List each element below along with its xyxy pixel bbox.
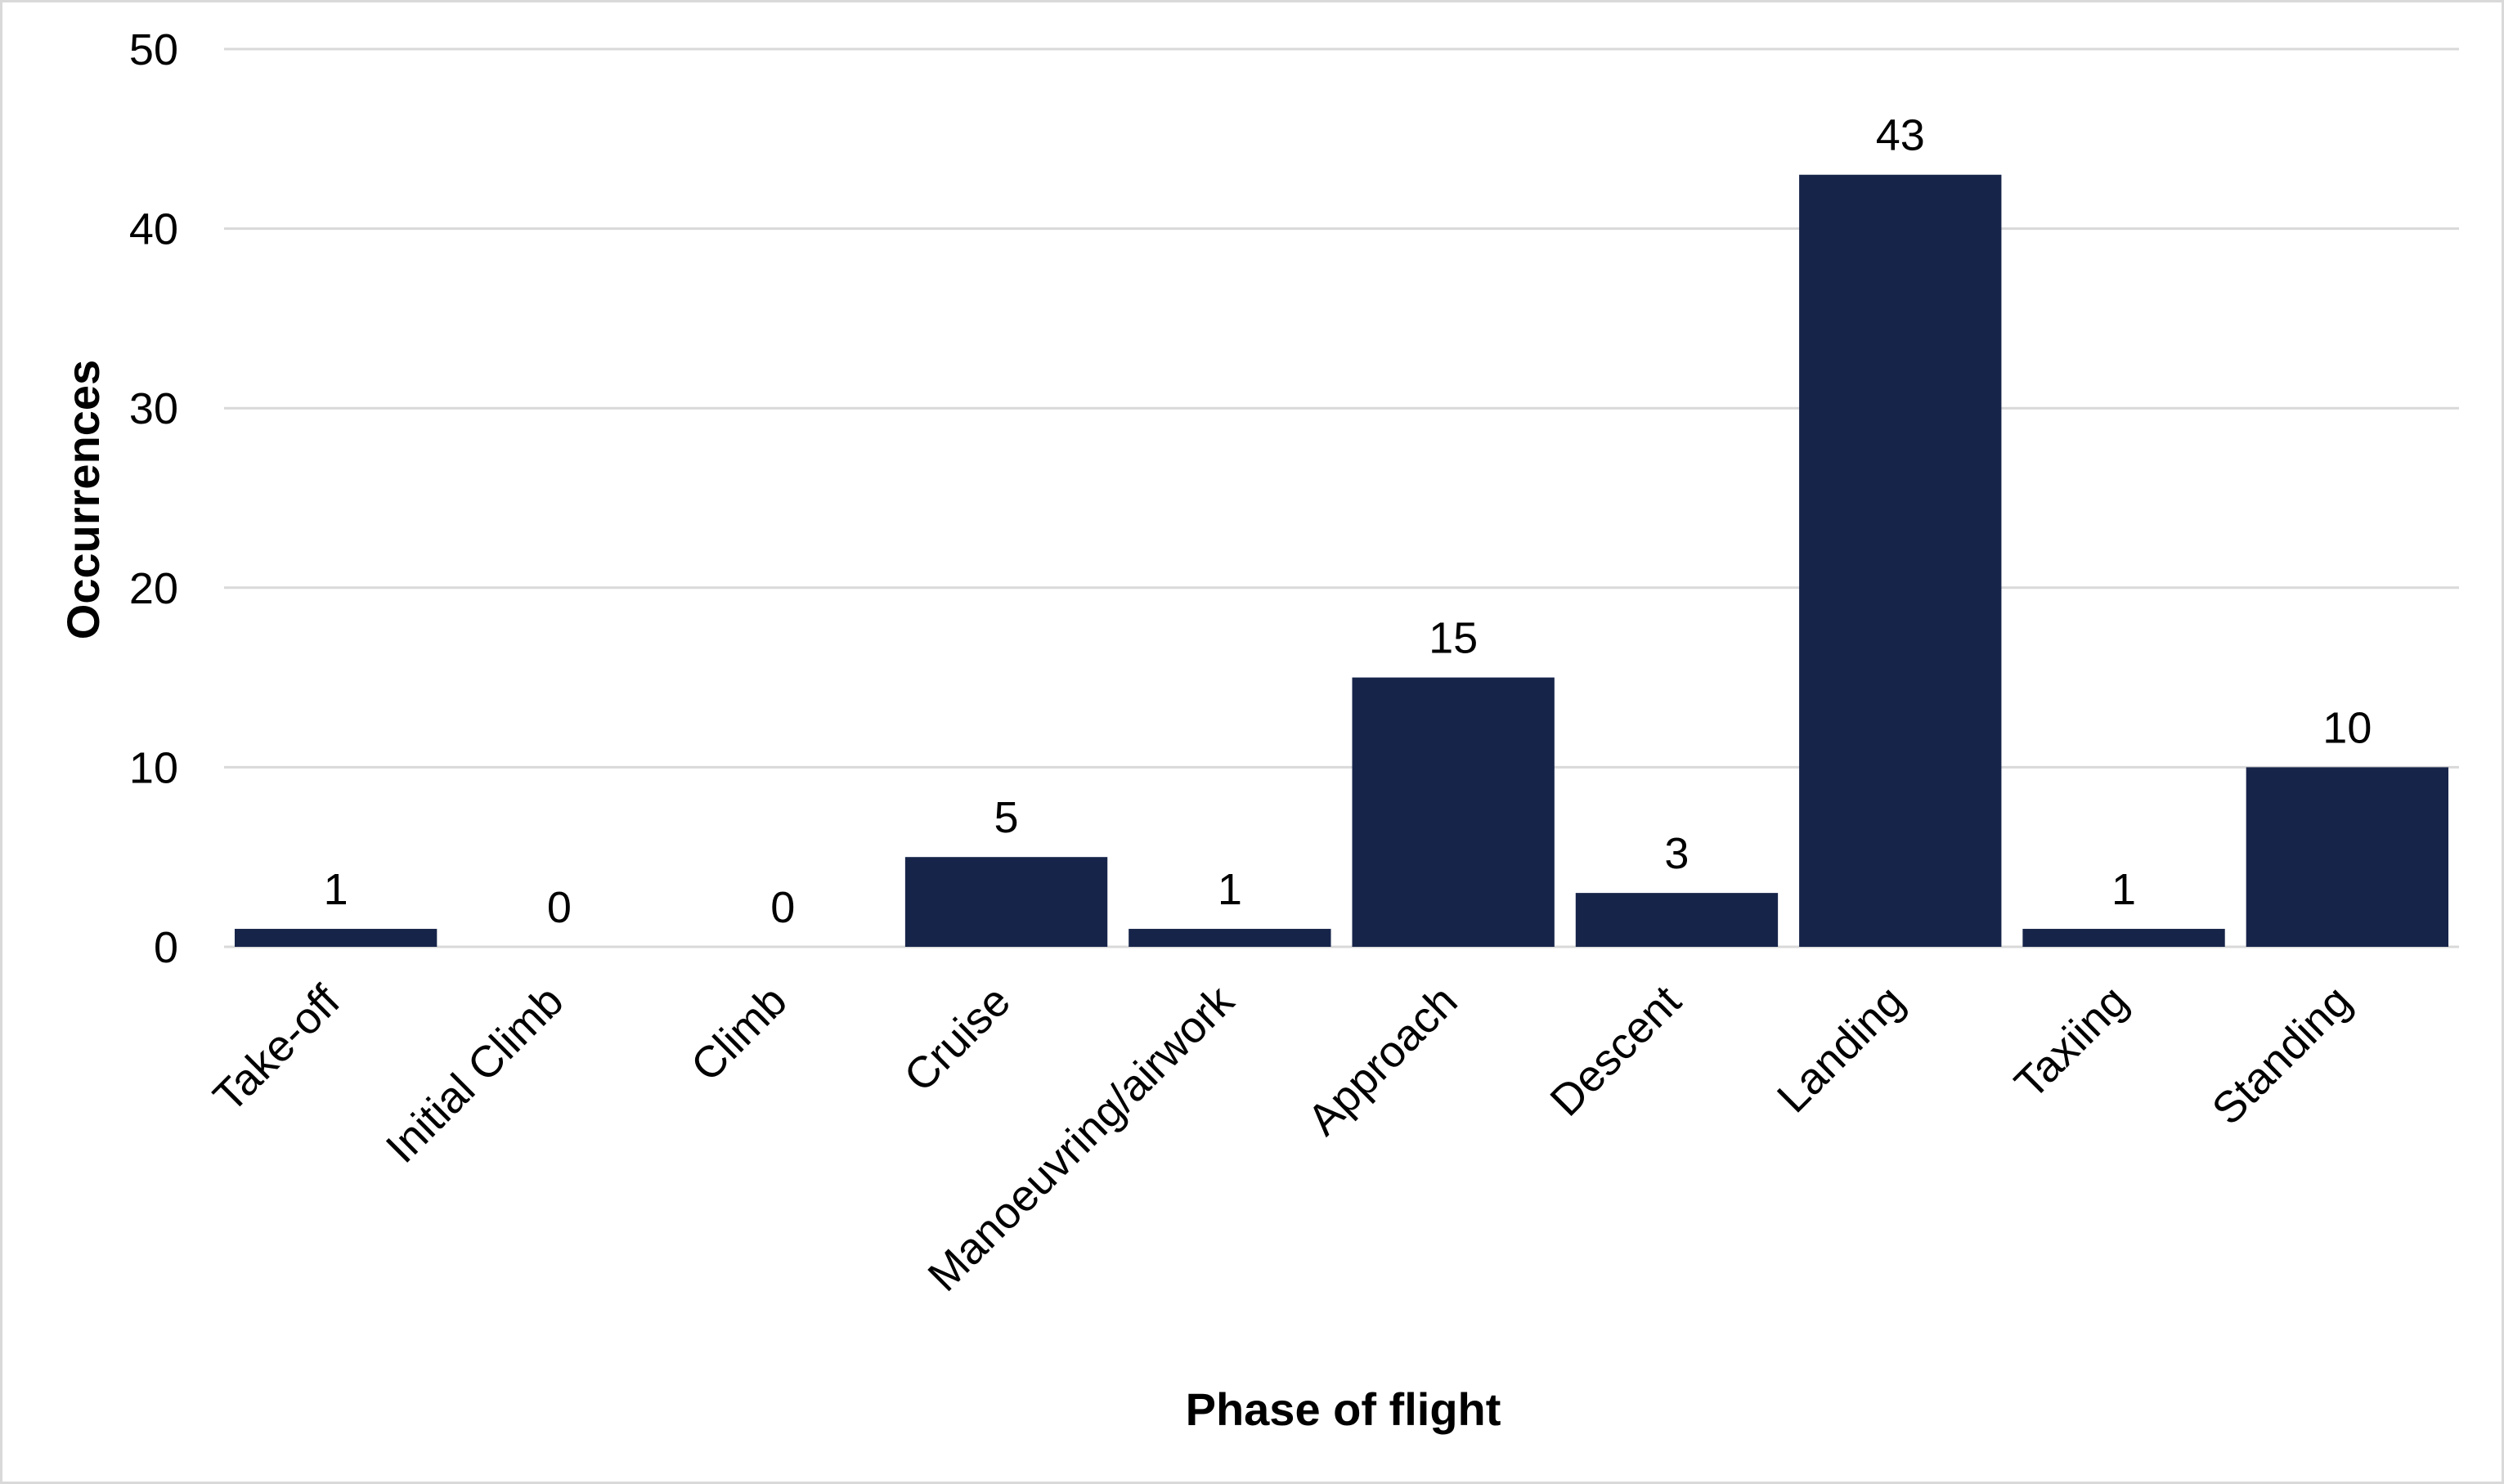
y-tick-label: 0: [154, 923, 178, 972]
x-tick-label: Initial Climb: [377, 976, 573, 1172]
bar: [904, 857, 1108, 947]
y-tick-label: 30: [129, 384, 178, 433]
y-axis-tick-labels: 0 10 20 30 40 50: [129, 25, 178, 972]
bar: [1129, 929, 1331, 947]
data-label: 1: [324, 865, 348, 914]
x-tick-label: Descent: [1541, 976, 1690, 1126]
x-tick-label: Standing: [2203, 976, 2361, 1134]
x-tick-label: Landing: [1768, 976, 1914, 1122]
bar: [1799, 174, 2002, 948]
data-label: 1: [1218, 865, 1242, 914]
data-label: 0: [770, 883, 795, 932]
x-tick-label: Taxiing: [2005, 976, 2137, 1108]
bar: [234, 929, 438, 947]
bar: [1352, 677, 1555, 947]
bar: [2246, 767, 2449, 947]
x-axis-category-labels: Take-off Initial Climb Climb CruiseManoeuvr…: [204, 975, 2361, 1301]
x-tick-label: Approach: [1299, 976, 1467, 1145]
bar: [1575, 893, 1779, 947]
data-label: 10: [2322, 703, 2372, 752]
x-axis-title: Phase of flight: [1186, 1383, 1501, 1435]
y-axis-title: Occurrences: [57, 360, 109, 639]
gridlines: [224, 47, 2459, 948]
data-label: 5: [994, 793, 1019, 842]
bar: [2022, 929, 2225, 947]
x-tick-label: Take-off: [204, 975, 350, 1121]
x-tick-label: Cruise: [895, 976, 1020, 1101]
bars: [234, 174, 2449, 948]
x-tick-label: Climb: [682, 976, 797, 1091]
y-tick-label: 40: [129, 205, 178, 254]
data-label: 0: [547, 883, 572, 932]
data-label: 3: [1664, 829, 1689, 878]
data-label: 15: [1429, 614, 1478, 663]
y-tick-label: 50: [129, 25, 178, 74]
y-tick-label: 10: [129, 743, 178, 792]
y-tick-label: 20: [129, 564, 178, 613]
data-label: 1: [2111, 865, 2136, 914]
data-label: 43: [1876, 111, 1925, 160]
